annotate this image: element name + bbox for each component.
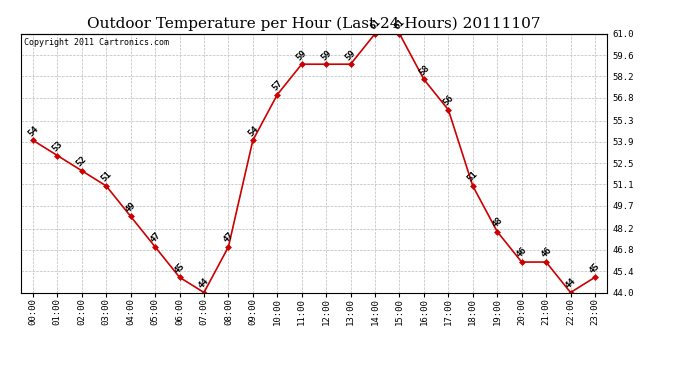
Text: 51: 51 <box>466 170 480 184</box>
Text: 46: 46 <box>515 246 529 260</box>
Text: 45: 45 <box>172 261 186 275</box>
Text: 59: 59 <box>295 48 308 62</box>
Text: 47: 47 <box>148 231 162 244</box>
Text: 54: 54 <box>26 124 40 138</box>
Text: 47: 47 <box>221 231 235 244</box>
Text: 45: 45 <box>588 261 602 275</box>
Text: 46: 46 <box>539 246 553 260</box>
Text: 44: 44 <box>197 276 211 290</box>
Text: 59: 59 <box>319 48 333 62</box>
Text: Copyright 2011 Cartronics.com: Copyright 2011 Cartronics.com <box>23 38 168 46</box>
Text: 61: 61 <box>368 18 382 32</box>
Text: 57: 57 <box>270 78 284 93</box>
Text: 61: 61 <box>393 18 406 32</box>
Text: 59: 59 <box>344 48 357 62</box>
Text: 49: 49 <box>124 200 138 214</box>
Text: 58: 58 <box>417 63 431 77</box>
Text: 56: 56 <box>442 94 455 108</box>
Text: 52: 52 <box>75 154 89 169</box>
Text: 51: 51 <box>99 170 113 184</box>
Text: 54: 54 <box>246 124 260 138</box>
Text: 48: 48 <box>491 216 504 229</box>
Text: 53: 53 <box>50 140 64 153</box>
Text: 44: 44 <box>564 276 578 290</box>
Title: Outdoor Temperature per Hour (Last 24 Hours) 20111107: Outdoor Temperature per Hour (Last 24 Ho… <box>87 17 541 31</box>
